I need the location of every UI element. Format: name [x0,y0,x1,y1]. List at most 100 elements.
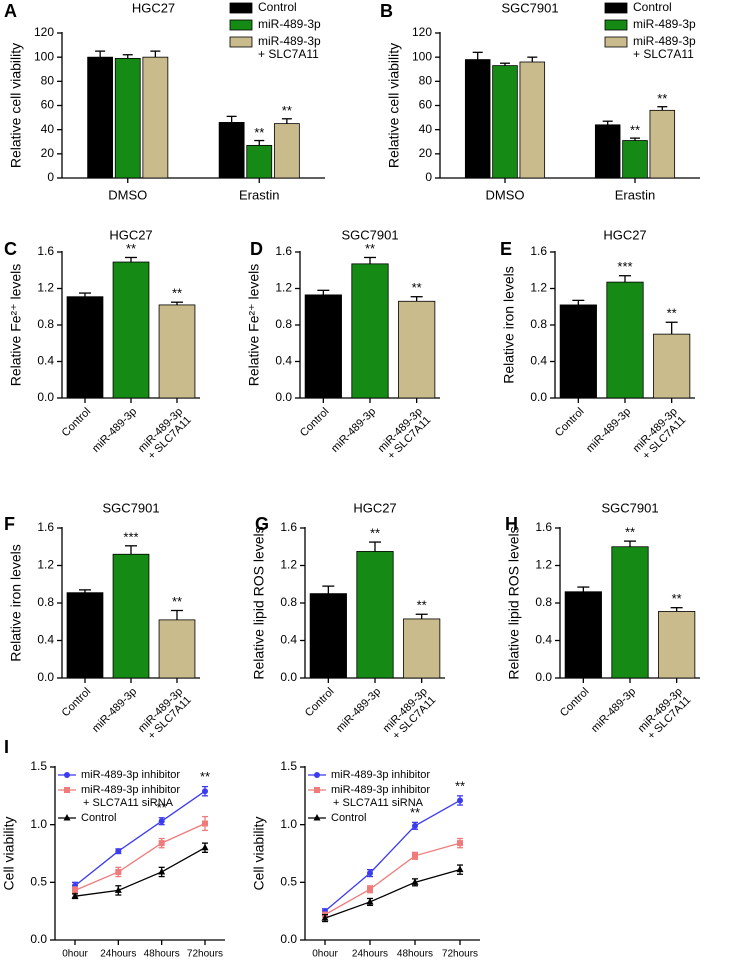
y-tick-label: 1.2 [275,281,292,295]
legend-label: Control [331,812,366,824]
significance-label: ** [282,103,292,118]
y-axis-label: Relative Fe²⁺ levels [8,264,24,387]
significance-label: ** [126,241,136,256]
bar [653,333,691,399]
x-tick-label: Control [60,686,94,720]
y-tick-label: 1.2 [535,558,552,572]
y-tick-label: 0.0 [535,670,552,684]
y-tick-label: 0.4 [535,633,552,647]
legend-label: + SLC7A11 siRNA [83,797,174,809]
y-tick-label: 0.4 [275,354,292,368]
y-tick-label: 0.8 [280,595,297,609]
bar [594,124,621,179]
significance-label: ** [625,525,635,540]
y-tick-label: 0 [425,170,432,184]
y-tick-label: 100 [34,49,54,63]
bar [398,300,436,399]
panel-label: H [505,514,518,534]
y-tick-label: 0.0 [37,670,54,684]
y-tick-label: 0.4 [280,633,297,647]
x-tick-label: 24hours [100,949,136,960]
x-tick-label: 72hours [187,949,223,960]
bar [622,140,648,179]
point [115,848,122,855]
panel-label: I [4,737,9,757]
legend-label: miR-489-3p [258,17,321,31]
point [314,787,320,793]
y-axis-label: Relative lipid ROS levels [251,526,267,679]
bar [218,122,245,179]
y-tick-label: 0.8 [530,317,547,331]
chart-title: HGC27 [109,227,152,242]
y-tick-label: 0.0 [30,932,47,946]
y-tick-label: 80 [419,74,433,88]
bar [351,263,389,399]
chart-title: SGC7901 [341,227,398,242]
legend-swatch [229,36,253,48]
legend-swatch [229,2,253,14]
legend-label: miR-489-3p inhibitor [331,769,430,781]
bar [309,593,347,679]
bar [273,123,300,179]
bar [649,109,676,179]
bar [356,551,394,679]
significance-label: ** [365,241,375,256]
legend-label: miR-489-3p [633,17,696,31]
bar [87,56,114,179]
significance-label: ** [172,594,182,609]
x-tick-label: Control [303,686,337,720]
legend-swatch [229,19,253,31]
point [63,814,71,821]
x-tick-label: 0hour [62,949,88,960]
y-tick-label: 0.8 [37,317,54,331]
y-tick-label: 0 [47,170,54,184]
y-tick-label: 1.2 [280,558,297,572]
y-tick-label: 1.6 [275,244,292,258]
significance-label: ** [412,280,422,295]
x-tick-label: miR-489-3p [90,406,139,455]
line [74,822,206,892]
point [115,868,122,875]
y-tick-label: 1.6 [280,520,297,534]
point [314,772,320,778]
bar [403,618,441,679]
point [64,772,70,778]
x-tick-label: 24hours [352,949,388,960]
bar [611,546,649,679]
panel-label: B [380,1,393,21]
point [321,914,329,921]
panel-label: G [255,514,269,534]
significance-label: ** [657,91,667,106]
y-tick-label: 1.5 [30,759,47,773]
x-tick-label: Erastin [615,187,655,202]
significance-label: ** [254,125,264,140]
y-axis-label: Relative iron levels [501,266,517,384]
legend-label: Control [81,812,116,824]
bar [564,591,602,679]
line [324,869,461,919]
significance-label: ** [667,306,677,321]
x-tick-label: miR-489-3p [329,406,378,455]
y-tick-label: 1.2 [37,281,54,295]
significance-label: ** [410,805,420,820]
y-tick-label: 0.5 [280,875,297,889]
point [366,897,374,905]
y-tick-label: 1.0 [280,817,297,831]
y-tick-label: 1.0 [30,817,47,831]
x-tick-label: DMSO [486,187,525,202]
x-tick-label: Control [298,406,332,440]
legend-swatch [604,36,628,48]
point [71,892,79,899]
y-axis-label: Relative cell viability [8,43,24,168]
y-tick-label: 60 [419,98,433,112]
panel-label: A [4,1,17,21]
legend-swatch [604,19,628,31]
panel-label: D [250,239,263,259]
line [324,842,461,916]
point [367,886,373,893]
y-tick-label: 120 [34,25,54,39]
y-tick-label: 1.6 [535,520,552,534]
point [411,878,419,885]
x-tick-label: Control [60,406,94,440]
point [72,887,78,894]
